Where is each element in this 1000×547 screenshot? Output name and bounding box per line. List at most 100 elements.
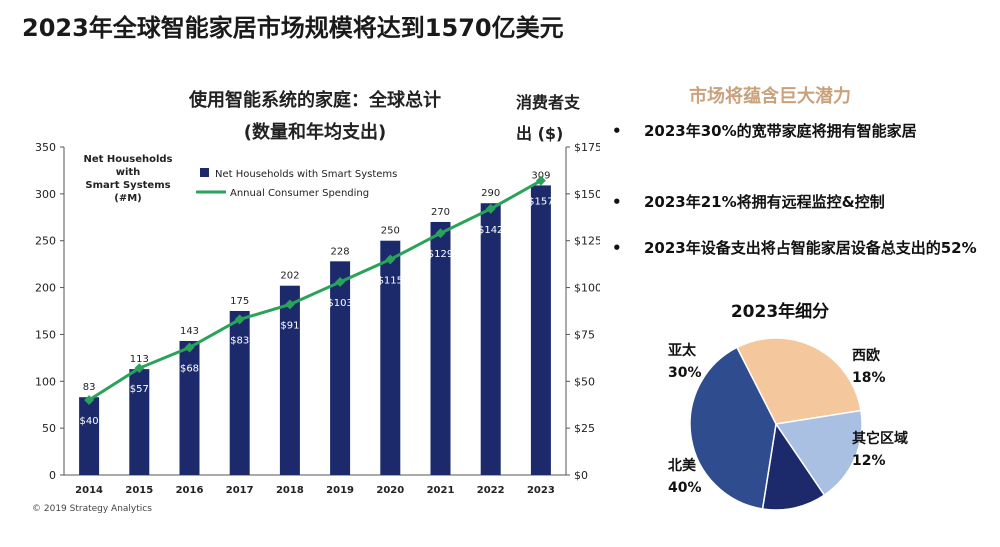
bar — [530, 185, 551, 475]
y2-tick-label: $25 — [574, 422, 595, 435]
spending-value-label: $157 — [528, 197, 553, 208]
spending-point — [385, 254, 396, 265]
bar-value-label: 143 — [180, 326, 199, 337]
bar-value-label: 83 — [83, 382, 96, 393]
legend-swatch-bar — [200, 168, 209, 177]
y2-tick-label: $150 — [574, 188, 600, 201]
bullet-item: • 2023年30%的宽带家庭将拥有智能家居 — [612, 116, 982, 146]
y-tick-label: 100 — [35, 375, 56, 388]
y2-tick-label: $0 — [574, 469, 588, 482]
pie-label-value: 30% — [668, 365, 702, 381]
chart-title: 使用智能系统的家庭：全球总计 — [189, 90, 441, 111]
bar-value-label: 228 — [331, 246, 350, 257]
bar — [229, 311, 250, 475]
pie-label-other: 其它区域 12% — [852, 428, 908, 472]
pie-slice — [774, 409, 863, 497]
x-tick-label: 2021 — [427, 485, 455, 496]
bar-value-label: 270 — [431, 207, 450, 218]
bullet-text: 2023年设备支出将占智能家居设备总支出的52% — [644, 239, 977, 257]
right-axis-label-line2: 出 ($) — [516, 124, 564, 143]
pie-label-apac: 亚太 30% — [668, 340, 702, 384]
chart-subtitle: (数量和年均支出) — [243, 122, 387, 143]
spending-value-label: $68 — [180, 364, 199, 375]
pie-slice — [689, 346, 777, 510]
bar-value-label: 202 — [280, 271, 299, 282]
pie-label-name: 其它区域 — [852, 431, 908, 447]
pie-label-value: 40% — [668, 480, 702, 496]
bar — [330, 261, 351, 475]
bullet-item: • 2023年设备支出将占智能家居设备总支出的52% — [612, 233, 982, 263]
pie-label-name: 亚太 — [668, 343, 696, 359]
combo-chart: 0 50 100 150 200 250 300 350 $0 $25 $50 $75 $100 $125… — [35, 141, 600, 496]
spending-value-label: $103 — [327, 298, 352, 309]
legend-label-bar: Net Households with Smart Systems — [215, 169, 397, 180]
pie-chart — [689, 337, 863, 511]
bullet-dot: • — [612, 193, 622, 211]
bar-value-label: 175 — [230, 296, 249, 307]
bar — [129, 369, 150, 475]
spending-value-label: $129 — [428, 249, 453, 260]
bar-value-label: 290 — [481, 188, 500, 199]
y-tick-label: 200 — [35, 282, 56, 295]
bullet-item: • 2023年21%将拥有远程监控&控制 — [612, 187, 982, 217]
y2-tick-label: $175 — [574, 141, 600, 154]
pie-slice — [735, 337, 862, 425]
spending-value-label: $57 — [130, 384, 149, 395]
pie-slice — [761, 422, 826, 511]
spending-value-label: $83 — [230, 335, 249, 346]
spending-value-label: $115 — [378, 275, 403, 286]
y-tick-label: 250 — [35, 235, 56, 248]
spending-point — [435, 228, 446, 239]
page-title: 2023年全球智能家居市场规模将达到1570亿美元 — [22, 14, 564, 42]
bullet-dot: • — [612, 239, 622, 257]
x-tick-label: 2017 — [226, 485, 254, 496]
x-tick-label: 2014 — [75, 485, 103, 496]
x-tick-label: 2020 — [376, 485, 404, 496]
y2-tick-label: $125 — [574, 235, 600, 248]
copyright-note: © 2019 Strategy Analytics — [32, 504, 152, 514]
y-tick-label: 350 — [35, 141, 56, 154]
bullet-dot: • — [612, 122, 622, 140]
y-axis-label-line: Smart Systems — [85, 180, 170, 191]
spending-line — [88, 179, 542, 402]
y-tick-label: 0 — [49, 469, 56, 482]
legend-label-line: Annual Consumer Spending — [230, 188, 369, 199]
y-tick-label: 300 — [35, 188, 56, 201]
y-axis-label-line: (#M) — [114, 193, 141, 204]
right-axis-label-line1: 消费者支 — [516, 93, 581, 112]
spending-point — [284, 299, 295, 310]
pie-label-name: 北美 — [668, 458, 696, 474]
x-tick-label: 2018 — [276, 485, 304, 496]
pie-label-value: 12% — [852, 453, 886, 469]
y2-tick-label: $50 — [574, 375, 595, 388]
bar — [480, 203, 501, 475]
bar-value-label: 250 — [381, 226, 400, 237]
x-tick-label: 2015 — [125, 485, 153, 496]
bar — [380, 240, 401, 475]
bar — [179, 340, 200, 475]
pie-label-name: 西欧 — [852, 348, 880, 364]
spending-point — [485, 203, 496, 214]
bar-value-label: 113 — [130, 354, 149, 365]
y-axis-label-line: with — [116, 167, 141, 178]
y2-tick-label: $75 — [574, 328, 595, 341]
bullet-text: 2023年21%将拥有远程监控&控制 — [644, 193, 885, 211]
spending-value-label: $91 — [280, 320, 299, 331]
y2-tick-label: $100 — [574, 282, 600, 295]
spending-point — [234, 314, 245, 325]
spending-value-label: $142 — [478, 225, 503, 236]
spending-point — [184, 342, 195, 353]
pie-title: 2023年细分 — [730, 302, 830, 322]
pie-label-western-europe: 西欧 18% — [852, 345, 886, 389]
bullet-text: 2023年30%的宽带家庭将拥有智能家居 — [644, 122, 917, 140]
spending-point — [335, 276, 346, 287]
y-axis-label-line: Net Households — [83, 154, 172, 165]
x-tick-label: 2023 — [527, 485, 555, 496]
panel-title: 市场将蕴含巨大潜力 — [689, 86, 851, 107]
spending-point — [134, 363, 145, 374]
bar — [79, 397, 100, 475]
pie-label-value: 18% — [852, 370, 886, 386]
spending-value-label: $40 — [80, 416, 99, 427]
x-tick-label: 2019 — [326, 485, 354, 496]
y-tick-label: 50 — [42, 422, 56, 435]
